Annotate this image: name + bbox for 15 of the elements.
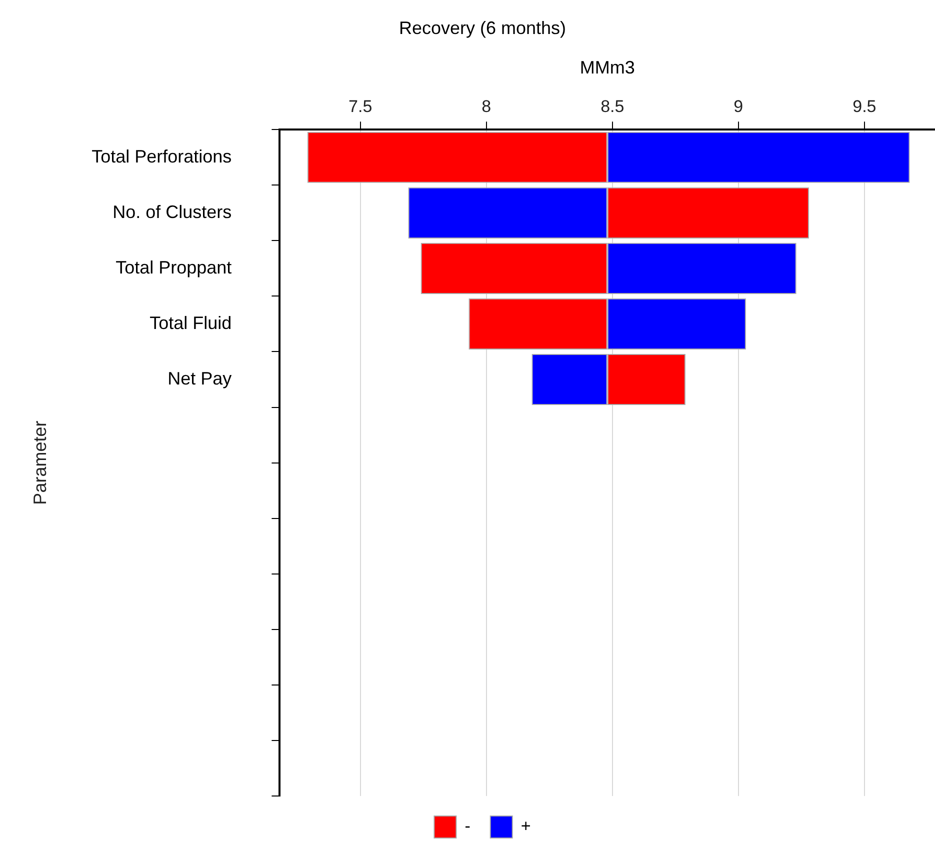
y-tick-label: Total Proppant — [116, 257, 232, 278]
x-tick-label: 8 — [482, 97, 492, 116]
y-axis-title: Parameter — [30, 420, 50, 505]
legend-label: + — [520, 816, 531, 836]
y-tick-label: Total Perforations — [92, 146, 232, 166]
legend-label: - — [464, 816, 470, 836]
x-tick-label: 7.5 — [348, 97, 372, 116]
x-tick-label: 9.5 — [852, 97, 876, 116]
x-tick-label: 9 — [734, 97, 744, 116]
chart-title: Recovery (6 months) — [398, 18, 566, 38]
y-tick-label: Total Fluid — [150, 312, 232, 333]
y-tick-label: Net Pay — [168, 368, 232, 388]
x-axis-title: MMm3 — [580, 57, 635, 78]
x-tick-label: 8.5 — [600, 97, 624, 116]
y-tick-label: No. of Clusters — [112, 202, 232, 222]
